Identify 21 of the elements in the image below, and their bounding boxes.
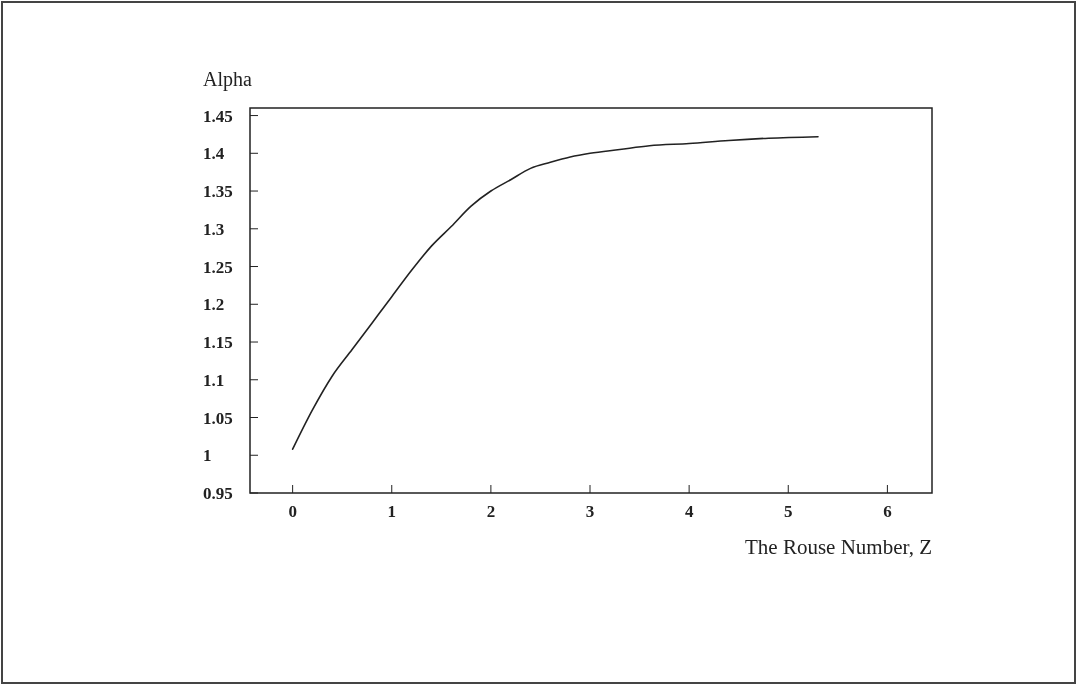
y-tick-label: 1.45 (203, 106, 233, 126)
x-tick-label: 6 (883, 502, 892, 521)
x-tick-label: 2 (486, 502, 496, 521)
y-tick-label: 1.15 (203, 333, 233, 353)
y-tick-label: 1.2 (203, 295, 225, 315)
y-tick-label: 1.05 (203, 408, 233, 428)
y-tick-label: 1.3 (203, 219, 225, 239)
x-axis-title: The Rouse Number, Z (745, 535, 932, 559)
y-tick-label: 1.4 (203, 144, 225, 164)
y-tick-label: 0.95 (203, 484, 233, 503)
x-tick-label: 4 (684, 502, 694, 521)
x-tick-label: 5 (784, 502, 793, 521)
y-tick-label: 1 (203, 446, 212, 466)
y-tick-label: 1.1 (203, 370, 225, 390)
y-axis-title: Alpha (203, 68, 252, 91)
x-tick-label: 1 (387, 502, 396, 521)
line-series (291, 135, 819, 451)
x-tick-label: 0 (288, 502, 297, 521)
y-tick-label: 1.25 (203, 257, 233, 277)
y-tick-label: 1.35 (203, 182, 233, 202)
x-tick-label: 3 (585, 502, 595, 521)
